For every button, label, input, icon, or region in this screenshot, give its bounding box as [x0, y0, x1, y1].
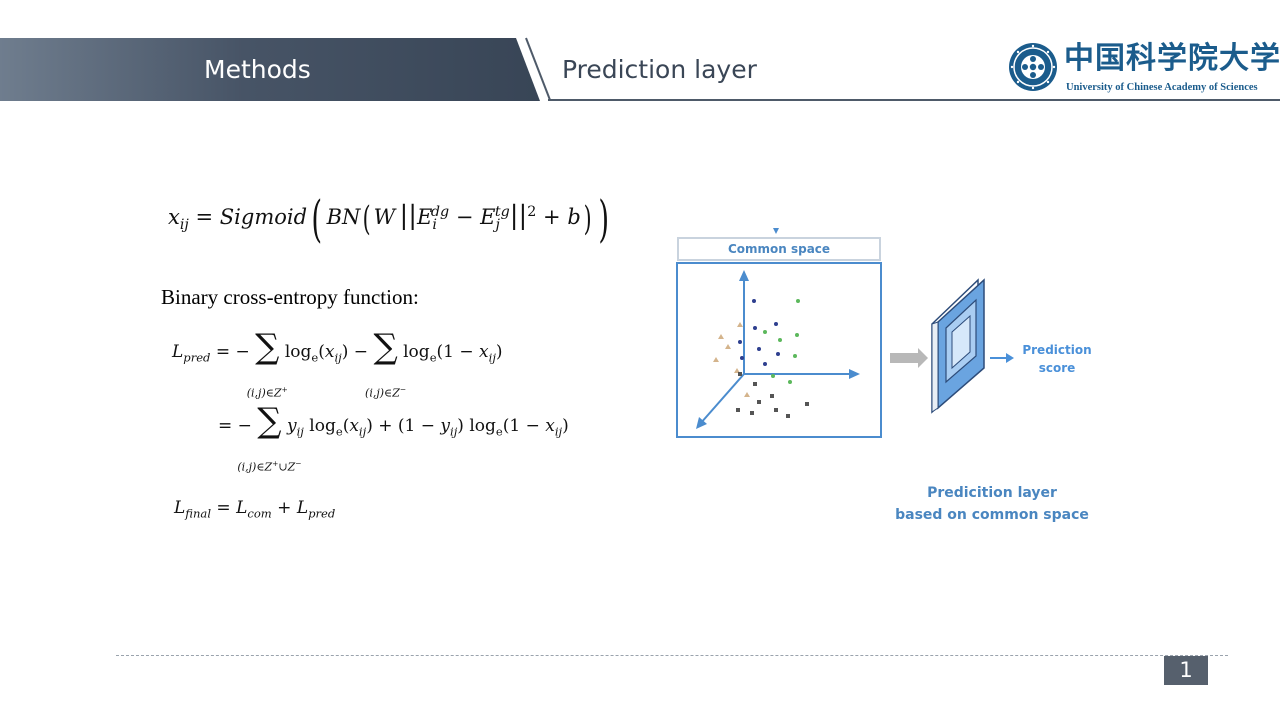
- lpred-equation-line2: = − ∑ (i,j)∈Z+∪Z− yij loge(xij) + (1 − yi…: [218, 401, 569, 474]
- header-underline: [548, 99, 1280, 101]
- tan-points: [713, 322, 750, 397]
- common-space-label: Common space: [727, 242, 831, 256]
- lfinal-equation: Lfinal = Lcom + Lpred: [174, 498, 336, 521]
- header-section-band: [0, 38, 540, 101]
- flow-arrow-icon: [890, 348, 928, 368]
- y-axis-arrowhead-icon: [739, 270, 749, 281]
- page-number-badge: 1: [1164, 656, 1208, 685]
- axes: [699, 276, 854, 425]
- sigmoid-equation: xij = Sigmoid(BN(W ||Eidg − Ejtg||2 + b)…: [168, 189, 610, 248]
- diagram-caption: Predicition layer based on common space: [880, 482, 1104, 526]
- ucas-seal-icon: [1009, 43, 1057, 91]
- footer-dashed-rule: [116, 655, 1228, 656]
- header-divider-slash: [525, 37, 551, 101]
- lpred-equation-line1: Lpred = − ∑ (i,j)∈Z+ loge(xij) − ∑ (i,j)∈Z…: [172, 327, 503, 400]
- university-name-chinese: 中国科学院大学: [1064, 41, 1280, 76]
- caption-line-2: based on common space: [895, 507, 1089, 523]
- gray-points: [736, 372, 809, 418]
- section-label: Methods: [204, 55, 311, 84]
- z-axis-arrowhead-icon: [696, 417, 707, 429]
- green-points: [763, 299, 800, 384]
- common-space-diagram: [696, 228, 1014, 429]
- common-space-header-box: [677, 237, 881, 261]
- university-name-english: University of Chinese Academy of Science…: [1066, 82, 1258, 93]
- input-arrow-icon: [773, 228, 779, 234]
- bce-label: Binary cross-entropy function:: [161, 285, 419, 309]
- navy-points: [738, 299, 780, 366]
- x-axis-arrowhead-icon: [849, 369, 860, 379]
- prediction-score-label: Prediction score: [1022, 343, 1092, 375]
- output-arrow-icon: [990, 353, 1014, 363]
- prediction-layer-block: [931, 278, 985, 414]
- slide-title: Prediction layer: [562, 55, 757, 84]
- common-space-box: [676, 262, 882, 438]
- caption-line-1: Predicition layer: [927, 485, 1057, 501]
